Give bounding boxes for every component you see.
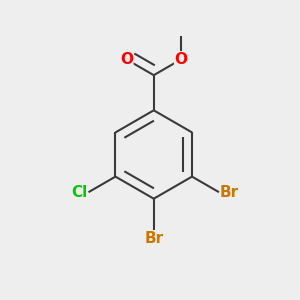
Text: Br: Br: [220, 185, 239, 200]
Text: O: O: [120, 52, 133, 67]
Text: O: O: [175, 52, 188, 67]
Text: Cl: Cl: [71, 185, 88, 200]
Text: Br: Br: [144, 231, 163, 246]
